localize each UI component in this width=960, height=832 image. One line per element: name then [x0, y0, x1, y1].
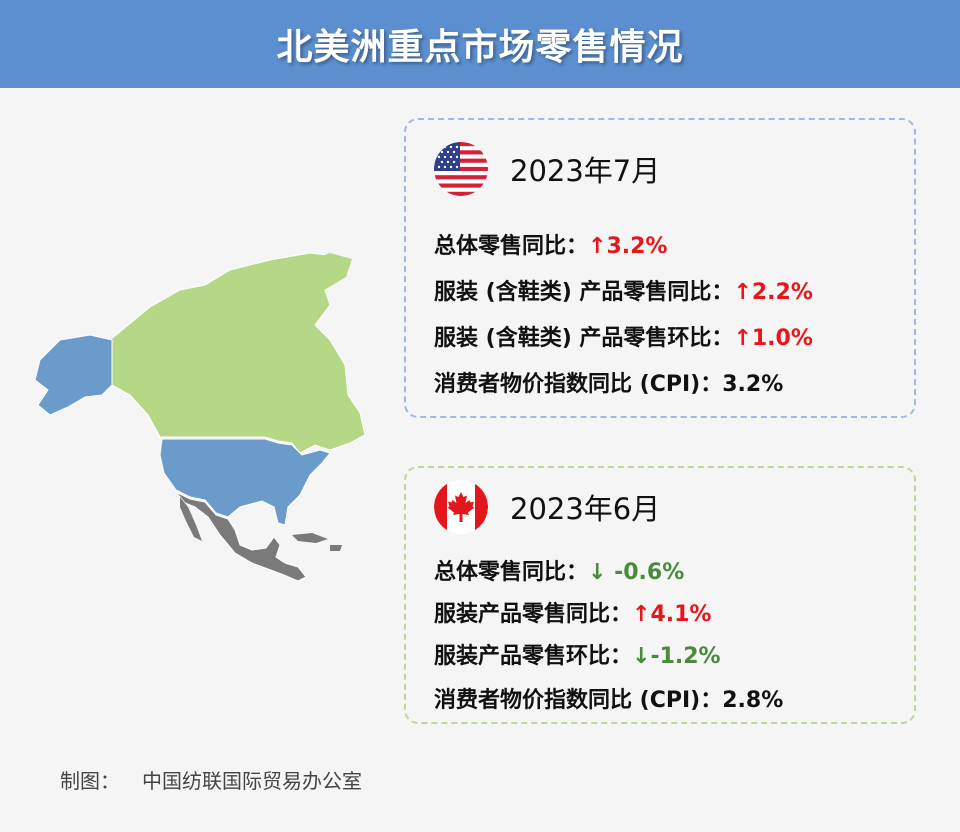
stat-value: ↑2.2%	[733, 280, 813, 305]
canada-region	[109, 252, 366, 454]
canada-stat-apparel-yoy: 服装产品零售同比：↑4.1%	[434, 596, 711, 628]
mexico-region	[175, 491, 307, 582]
baja-region	[180, 497, 202, 541]
stat-label: 服装产品零售同比：	[434, 602, 633, 627]
stat-label: 消费者物价指数同比 (CPI)：	[434, 372, 723, 397]
footer-credit: 制图： 中国纺联国际贸易办公室	[60, 765, 362, 794]
alaska-region	[34, 334, 113, 416]
stat-value: ↑3.2%	[588, 234, 668, 259]
us-card: 2023年7月 总体零售同比：↑3.2% 服装 (含鞋类) 产品零售同比：↑2.…	[404, 118, 916, 418]
canada-card-header: 2023年6月	[434, 480, 660, 534]
stat-value: ↑1.0%	[733, 326, 813, 351]
us-stat-cpi-yoy: 消费者物价指数同比 (CPI)：3.2%	[434, 366, 783, 398]
page-title: 北美洲重点市场零售情况	[276, 27, 684, 68]
stat-label: 服装产品零售环比：	[434, 644, 633, 669]
canada-card: 2023年6月 总体零售同比：↓ -0.6% 服装产品零售同比：↑4.1% 服装…	[404, 466, 916, 724]
canada-stat-cpi-yoy: 消费者物价指数同比 (CPI)：2.8%	[434, 682, 783, 714]
us-card-header: 2023年7月	[434, 142, 660, 196]
stat-value: ↑4.1%	[632, 602, 712, 627]
caribbean-islands	[292, 533, 342, 551]
stat-value: 2.8%	[722, 688, 784, 713]
us-stat-apparel-mom: 服装 (含鞋类) 产品零售环比：↑1.0%	[434, 320, 813, 352]
north-america-map	[34, 252, 366, 582]
canada-stat-apparel-mom: 服装产品零售环比：↓-1.2%	[434, 638, 721, 670]
us-stat-apparel-yoy: 服装 (含鞋类) 产品零售同比：↑2.2%	[434, 274, 813, 306]
footer-source: 中国纺联国际贸易办公室	[142, 769, 362, 793]
footer-label: 制图：	[60, 769, 120, 793]
stat-label: 服装 (含鞋类) 产品零售环比：	[434, 326, 734, 351]
us-flag-icon	[434, 142, 488, 196]
stat-label: 服装 (含鞋类) 产品零售同比：	[434, 280, 734, 305]
stat-value: ↓-1.2%	[632, 644, 721, 669]
canada-period: 2023年6月	[510, 492, 661, 526]
canada-islands	[170, 281, 288, 325]
us-stat-total-retail-yoy: 总体零售同比：↑3.2%	[434, 228, 667, 260]
stat-value: 3.2%	[722, 372, 784, 397]
canada-stat-total-retail-yoy: 总体零售同比：↓ -0.6%	[434, 554, 684, 586]
stat-value: ↓ -0.6%	[588, 560, 685, 585]
canada-flag-icon	[434, 480, 488, 534]
us-period: 2023年7月	[510, 154, 661, 188]
header-bar: 北美洲重点市场零售情况	[0, 0, 960, 88]
greenland-region	[298, 253, 352, 289]
usa-region	[159, 438, 331, 526]
stat-label: 总体零售同比：	[434, 234, 589, 259]
stat-label: 消费者物价指数同比 (CPI)：	[434, 688, 723, 713]
stat-label: 总体零售同比：	[434, 560, 589, 585]
